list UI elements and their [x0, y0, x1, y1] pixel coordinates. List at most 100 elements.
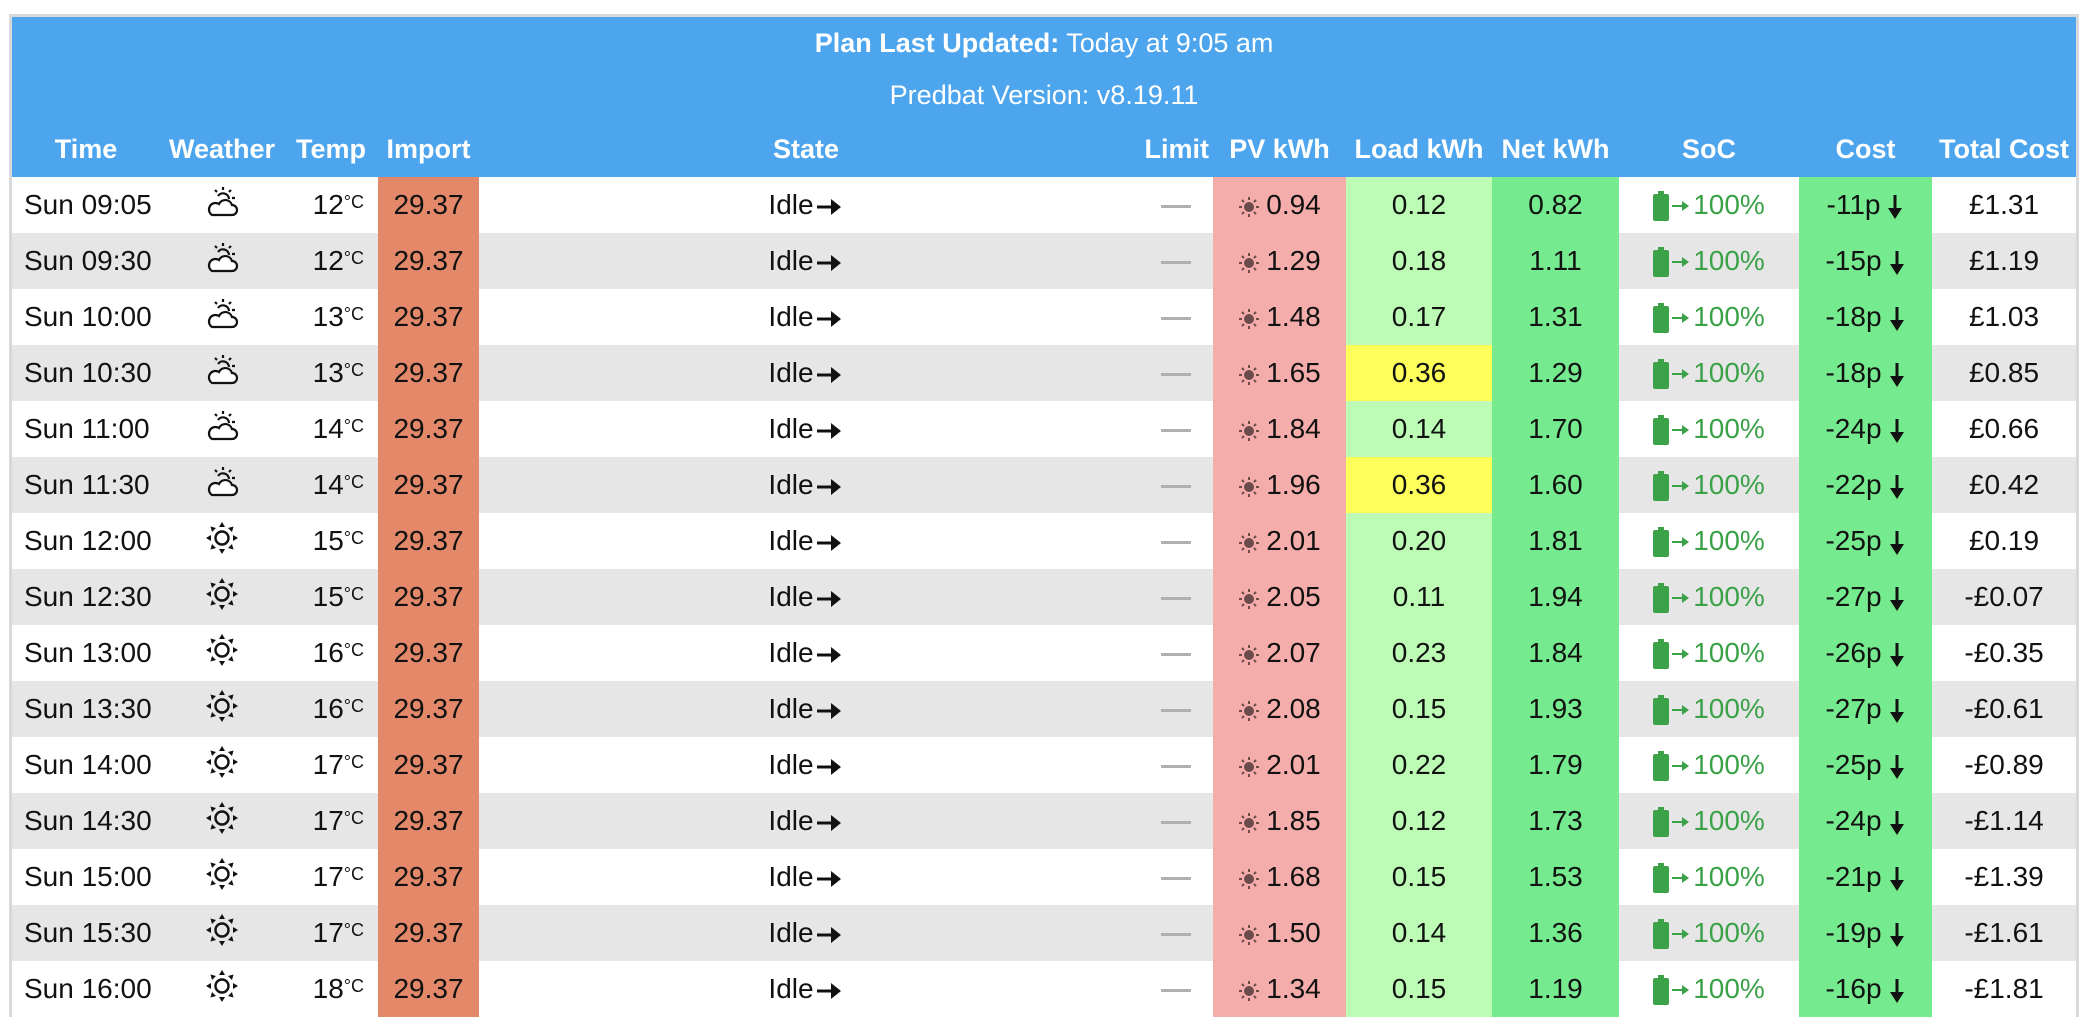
pv-value: 2.01	[1266, 525, 1321, 556]
state-text: Idle	[768, 973, 814, 1004]
soc-value: 100%	[1693, 748, 1765, 780]
col-load: Load kWh	[1346, 121, 1492, 177]
import-cell: 29.37	[378, 793, 479, 849]
temp-unit: °C	[343, 248, 364, 268]
plan-updated-label: Plan Last Updated:	[814, 27, 1060, 58]
arrow-down-icon	[1889, 866, 1904, 891]
temp-unit: °C	[343, 640, 364, 660]
time-cell: Sun 13:00	[12, 625, 160, 681]
arrow-right-icon	[816, 982, 841, 999]
plan-updated-value: Today at 9:05 am	[1066, 27, 1274, 58]
dash-icon	[1161, 317, 1191, 321]
import-cell: 29.37	[378, 961, 479, 1017]
temp-value: 14	[312, 413, 344, 444]
soc-cell: 100%	[1619, 849, 1799, 905]
arrow-right-icon	[1672, 649, 1690, 660]
net-cell: 1.73	[1492, 793, 1619, 849]
sunny-icon	[204, 801, 240, 842]
arrow-right-icon	[816, 310, 841, 327]
pv-cell: 1.65	[1213, 345, 1346, 401]
col-limit: Limit	[1133, 121, 1213, 177]
soc-cell: 100%	[1619, 289, 1799, 345]
plan-panel: Plan Last Updated: Today at 9:05 am Pred…	[9, 14, 2079, 1017]
dash-icon	[1161, 541, 1191, 545]
arrow-down-icon	[1889, 306, 1904, 331]
state-cell: Idle	[479, 849, 1133, 905]
import-cell: 29.37	[378, 681, 479, 737]
soc-value: 100%	[1693, 580, 1765, 612]
temp-unit: °C	[343, 416, 364, 436]
total-cost-cell: £0.42	[1932, 457, 2077, 513]
sun-icon	[1239, 756, 1260, 777]
cost-cell: -15p	[1799, 233, 1932, 289]
net-cell: 1.79	[1492, 737, 1619, 793]
sun-icon	[1239, 868, 1260, 889]
plan-updated: Plan Last Updated: Today at 9:05 am	[12, 17, 2077, 69]
temp-cell: 15°C	[284, 513, 378, 569]
time-cell: Sun 15:00	[12, 849, 160, 905]
weather-cell	[160, 569, 284, 625]
weather-cell	[160, 737, 284, 793]
col-net: Net kWh	[1492, 121, 1619, 177]
state-text: Idle	[768, 525, 814, 556]
dash-icon	[1161, 989, 1191, 993]
battery-icon	[1653, 919, 1670, 950]
load-cell: 0.12	[1346, 793, 1492, 849]
cost-value: -18p	[1825, 301, 1882, 332]
cost-value: -25p	[1825, 749, 1882, 780]
state-text: Idle	[768, 581, 814, 612]
weather-cell	[160, 233, 284, 289]
arrow-down-icon	[1889, 362, 1904, 387]
soc-cell: 100%	[1619, 681, 1799, 737]
import-cell: 29.37	[378, 849, 479, 905]
sun-icon	[1239, 700, 1260, 721]
state-cell: Idle	[479, 793, 1133, 849]
dash-icon	[1161, 765, 1191, 769]
import-cell: 29.37	[378, 345, 479, 401]
soc-value: 100%	[1693, 412, 1765, 444]
limit-cell	[1133, 737, 1213, 793]
arrow-right-icon	[1672, 985, 1690, 996]
partly-cloudy-icon	[204, 410, 240, 450]
soc-cell: 100%	[1619, 457, 1799, 513]
net-cell: 1.31	[1492, 289, 1619, 345]
import-cell: 29.37	[378, 457, 479, 513]
soc-value: 100%	[1693, 804, 1765, 836]
limit-cell	[1133, 457, 1213, 513]
net-cell: 1.84	[1492, 625, 1619, 681]
cost-cell: -18p	[1799, 345, 1932, 401]
net-cell: 1.93	[1492, 681, 1619, 737]
weather-cell	[160, 849, 284, 905]
pv-value: 1.65	[1266, 357, 1321, 388]
net-cell: 1.29	[1492, 345, 1619, 401]
load-cell: 0.15	[1346, 681, 1492, 737]
battery-icon	[1653, 527, 1670, 558]
sunny-icon	[204, 521, 240, 562]
pv-value: 1.29	[1266, 245, 1321, 276]
cost-cell: -18p	[1799, 289, 1932, 345]
battery-icon	[1653, 807, 1670, 838]
sunny-icon	[204, 857, 240, 898]
time-cell: Sun 15:30	[12, 905, 160, 961]
soc-value: 100%	[1693, 188, 1765, 220]
arrow-right-icon	[1672, 425, 1690, 436]
pv-value: 1.48	[1266, 301, 1321, 332]
sun-icon	[1239, 812, 1260, 833]
cost-value: -26p	[1825, 637, 1882, 668]
load-cell: 0.22	[1346, 737, 1492, 793]
limit-cell	[1133, 849, 1213, 905]
arrow-right-icon	[816, 814, 841, 831]
table-row: Sun 09:30 12°C 29.37 Idle 1.29 0.18 1.11…	[12, 233, 2077, 289]
load-cell: 0.36	[1346, 457, 1492, 513]
arrow-right-icon	[1672, 201, 1690, 212]
arrow-right-icon	[1672, 761, 1690, 772]
cost-value: -21p	[1825, 861, 1882, 892]
arrow-right-icon	[816, 198, 841, 215]
temp-unit: °C	[343, 808, 364, 828]
arrow-right-icon	[1672, 313, 1690, 324]
dash-icon	[1161, 653, 1191, 657]
col-import: Import	[378, 121, 479, 177]
state-cell: Idle	[479, 177, 1133, 233]
temp-unit: °C	[343, 864, 364, 884]
limit-cell	[1133, 233, 1213, 289]
